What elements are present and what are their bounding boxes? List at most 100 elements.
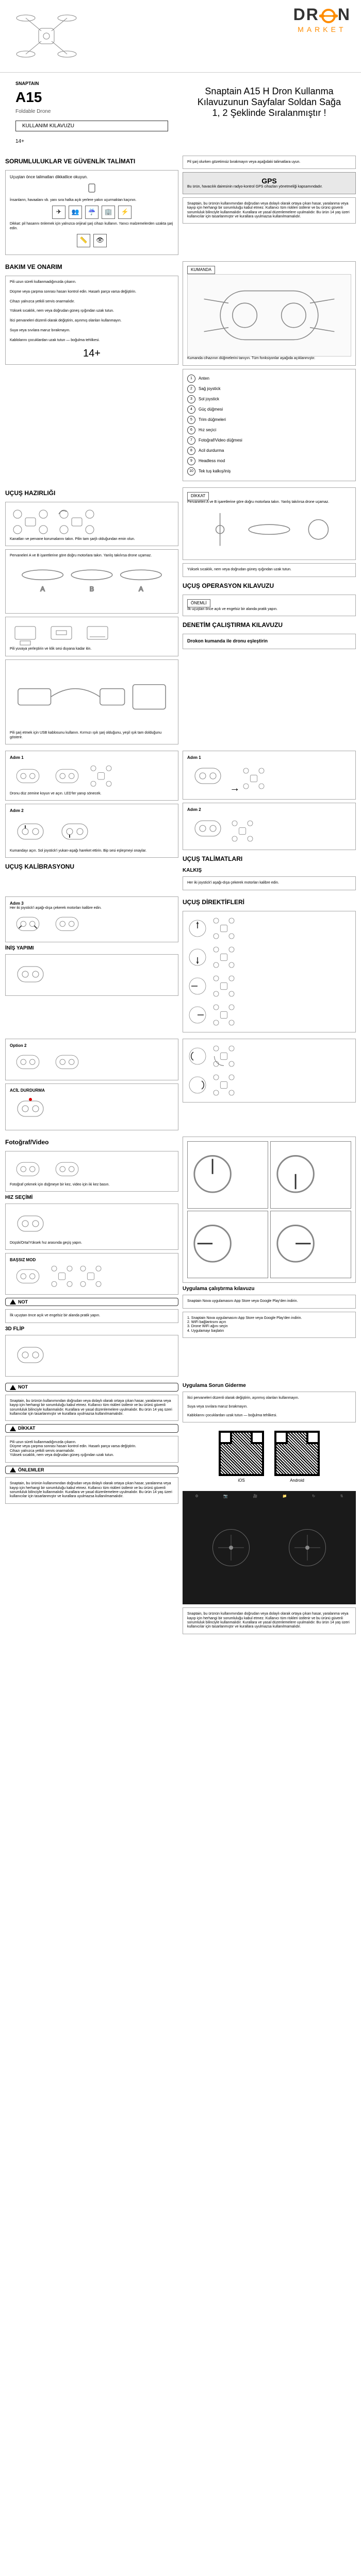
- controller-small-2: [49, 762, 85, 790]
- s2: Kablolarını çocuklardan uzak tutun — boğ…: [187, 1414, 351, 1418]
- 360-title: 3D FLİP: [5, 1326, 178, 1332]
- virtual-stick-left: [212, 1529, 250, 1566]
- stick-rotate-r: [187, 1075, 208, 1095]
- brand-small: SNAPTAIN: [15, 81, 168, 86]
- ctrl-opt2-1: [10, 1048, 46, 1076]
- eslesme-box: Drokon kumanda ile dronu eşleştirin: [183, 634, 356, 649]
- drone-move-2: [211, 944, 237, 970]
- sorun-box: İtici pervaneleri düzenli olarak değişti…: [183, 1392, 356, 1422]
- product-name: A15: [15, 89, 168, 106]
- no-power-icon: ⚡: [118, 206, 132, 219]
- bakim-3: Yüksek sıcaklık, nem veya doğrudan güneş…: [10, 309, 174, 313]
- kl-6: Fotoğraf/Video düğmesi: [199, 438, 242, 443]
- d3: Yüksek sıcaklık, nem veya doğrudan güneş…: [10, 1453, 174, 1458]
- propeller-diagram: A B A: [10, 558, 174, 607]
- dikkat-list: Pili uzun süreli kullanmadığınızda çıkar…: [5, 1436, 178, 1463]
- drone-headless-2: [78, 1263, 104, 1290]
- eye-icon: 👁: [93, 234, 107, 247]
- prop-install: [187, 505, 351, 554]
- no-rain-icon: ☔: [85, 206, 99, 219]
- onemli-label: ÖNEMLİ: [187, 599, 210, 607]
- sarj-box: Pili şarj etmek için USB kablosunu kulla…: [5, 659, 178, 744]
- drone-fold-2: [56, 506, 97, 537]
- stick-left-icon: [187, 976, 208, 996]
- hud-icon-1: ⚙: [195, 1494, 198, 1498]
- gps-text: Bu ürün, havacılık dairesinin radyo-kont…: [187, 185, 351, 189]
- adim3l-text: Her iki joystick'i aşağı-dışa çekerek mo…: [10, 906, 174, 910]
- battery-insert-1: [10, 621, 41, 647]
- controller-adim2b: [54, 816, 95, 847]
- hud-icon-4: 📁: [283, 1494, 287, 1498]
- phone-icon: [87, 183, 97, 193]
- no-fly-icon: ✈: [52, 206, 65, 219]
- ctrl-speed: [10, 1208, 51, 1239]
- drone-r1: [241, 766, 267, 791]
- adim1-right: Adım 1 →: [183, 751, 356, 800]
- hud-icon-6: ⇅: [340, 1494, 343, 1498]
- stick-right-icon: [187, 1005, 208, 1025]
- kumanda-title: KUMANDA: [187, 266, 215, 274]
- logo-mid: [319, 5, 338, 25]
- age-big: 14+: [10, 347, 174, 360]
- not-label-2: NOT: [5, 1383, 178, 1392]
- battery-insert-3: [82, 621, 113, 647]
- onlem-label: ÖNLEMLER: [5, 1466, 178, 1475]
- kumanda-box: KUMANDA Kumanda cihazının düğmelerini ta…: [183, 261, 356, 366]
- adim2r-title: Adım 2: [187, 807, 351, 812]
- hazir-text: Kanatları ve pervane korumalarını takın.…: [10, 537, 174, 541]
- adim3l-title: Adım 3: [10, 901, 174, 906]
- kl-4: Trim düğmeleri: [199, 417, 226, 422]
- drone-r2: [229, 818, 255, 844]
- svg-text:B: B: [90, 585, 94, 592]
- ucus-op-title: UÇUŞ OPERASYON KILAVUZU: [183, 580, 356, 591]
- drone-move-4: [211, 1002, 237, 1028]
- s0: İtici pervaneleri düzenli olarak değişti…: [187, 1396, 351, 1400]
- d2: Cihazı yalnızca yetkili servis onarmalıd…: [10, 1449, 174, 1453]
- headless-label: BAŞSIZ MOD: [10, 1258, 174, 1263]
- ctrl-photo: [10, 1156, 46, 1183]
- stick-diag-4: [273, 1213, 349, 1274]
- stick-diag-3: [190, 1213, 266, 1274]
- logo-left: DR: [293, 5, 319, 24]
- kl-3: Güç düğmesi: [199, 407, 223, 412]
- adim2-title: Adım 2: [10, 808, 174, 814]
- dikkat-label: DİKKAT: [5, 1424, 178, 1433]
- qr-ios: [219, 1431, 264, 1476]
- bakim-4: İtici pervaneleri düzenli olarak değişti…: [10, 319, 174, 323]
- hiz-text: Düşük/Orta/Yüksek hız arasında geçiş yap…: [10, 1241, 174, 1245]
- ctrl-flip: [10, 1340, 51, 1370]
- headless-box: BAŞSIZ MOD: [5, 1253, 178, 1295]
- svg-text:A: A: [139, 585, 143, 592]
- warn1: İnsanların, havaalanı vb. yanı sıra halk…: [10, 198, 174, 202]
- kl-2: Sol joystick: [199, 397, 219, 402]
- right-pervane: DİKKAT Pervaneleri A ve B işaretlerine g…: [183, 487, 356, 561]
- kalkis-title: KALKIŞ: [183, 868, 356, 873]
- adim3-left: Adım 3 Her iki joystick'i aşağı-dışa çek…: [5, 896, 178, 942]
- bakim-list: Pili uzun süreli kullanmadığınızda çıkar…: [5, 276, 178, 365]
- foto-box: Fotoğraf çekmek için düğmeye bir kez, vi…: [5, 1151, 178, 1192]
- manual-label: KULLANIM KILAVUZU: [15, 121, 168, 131]
- bakim-title: BAKIM VE ONARIM: [5, 261, 178, 273]
- direktif-box: [183, 911, 356, 1032]
- right-note-2: Yüksek sıcaklık, nem veya doğrudan güneş…: [183, 563, 356, 577]
- controller-r2: [187, 813, 228, 844]
- gps-title: GPS: [187, 177, 351, 185]
- 360-box: [5, 1335, 178, 1377]
- drone-line-art: [10, 5, 83, 67]
- stick-diag-2: [273, 1144, 349, 1205]
- adim2-right: Adım 2: [183, 803, 356, 850]
- age-label: 14+: [15, 139, 168, 144]
- kl-5: Hız seçici: [199, 428, 216, 433]
- qr-android: [274, 1431, 320, 1476]
- kumanda-list-box: 1Anten 2Sağ joystick 3Sol joystick 4Güç …: [183, 369, 356, 481]
- eslesme-title: Drokon kumanda ile dronu eşleştirin: [187, 638, 351, 645]
- hazir-box: Kanatları ve pervane korumalarını takın.…: [5, 502, 178, 546]
- instruction-box: Uçuştan önce talimatları dikkatlice okuy…: [5, 170, 178, 255]
- not-label: NOT: [5, 1298, 178, 1307]
- app-text: Snaptain Nova uygulamasını App Store vey…: [183, 1295, 356, 1308]
- svg-text:A: A: [40, 585, 45, 592]
- pil-box: Pili yuvaya yerleştirin ve klik sesi duy…: [5, 617, 178, 656]
- drone-fold-1: [10, 506, 51, 537]
- d1: Düşme veya çarpma sonrası hasarı kontrol…: [10, 1445, 174, 1449]
- controller-adim2: [10, 816, 51, 847]
